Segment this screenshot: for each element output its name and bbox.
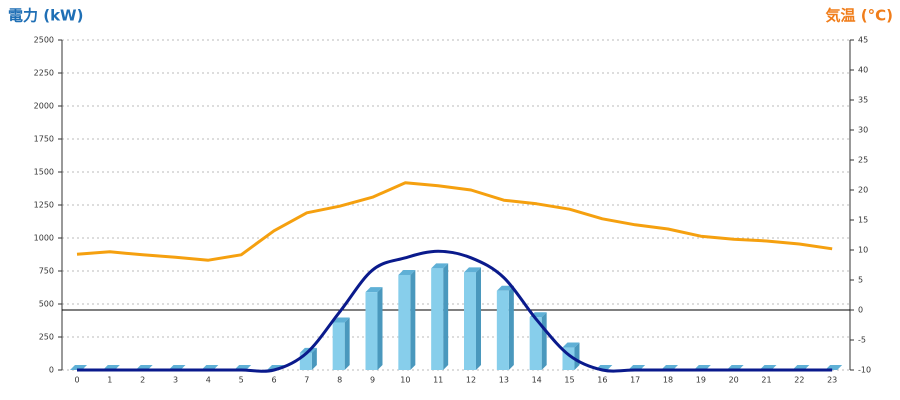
x-tick-label: 1: [107, 376, 112, 385]
y2-tick-label: 15: [858, 216, 868, 225]
bar-top: [431, 263, 449, 269]
bar-side: [541, 312, 547, 370]
y2-tick-label: -10: [858, 366, 871, 375]
bar: [365, 292, 378, 370]
y-tick-label: 2250: [34, 69, 54, 78]
bar-top: [464, 267, 481, 273]
bar-side: [574, 342, 580, 370]
y2-tick-label: 30: [858, 126, 868, 135]
x-tick-label: 18: [663, 376, 673, 385]
bar-top: [562, 342, 580, 348]
x-tick-label: 2: [140, 376, 145, 385]
bar-side: [443, 263, 449, 370]
y2-tick-label: 25: [858, 156, 868, 165]
x-tick-label: 10: [400, 376, 410, 385]
bar-side: [377, 287, 383, 370]
y-tick-label: 500: [39, 300, 54, 309]
y-tick-label: 2000: [34, 102, 54, 111]
y-tick-label: 1500: [34, 168, 54, 177]
y2-tick-label: 10: [858, 246, 868, 255]
x-tick-label: 8: [337, 376, 342, 385]
line: [76, 181, 833, 262]
y-tick-label: 250: [39, 333, 54, 342]
bar: [464, 272, 476, 370]
y-tick-label: 1250: [34, 201, 54, 210]
bar-top: [496, 285, 514, 291]
y-tick-label: 2500: [34, 36, 54, 45]
bar-side: [344, 317, 350, 370]
y2-tick-label: 35: [858, 96, 868, 105]
x-tick-label: 5: [239, 376, 244, 385]
y2-tick-label: -5: [858, 336, 866, 345]
bar: [332, 322, 345, 370]
x-tick-label: 21: [761, 376, 771, 385]
x-tick-label: 9: [370, 376, 375, 385]
y2-tick-label: 20: [858, 186, 868, 195]
y2-axis-title: 気温 (°C): [826, 7, 893, 25]
bar-top: [332, 317, 350, 323]
y-tick-label: 750: [39, 267, 54, 276]
x-tick-label: 14: [532, 376, 542, 385]
bar-top: [365, 287, 383, 293]
x-tick-label: 12: [466, 376, 476, 385]
bar-side: [410, 269, 416, 370]
x-tick-label: 6: [271, 376, 276, 385]
y-tick-label: 0: [49, 366, 54, 375]
x-tick-label: 7: [304, 376, 309, 385]
bar-side: [311, 347, 317, 370]
x-tick-label: 3: [173, 376, 178, 385]
bar-top: [398, 269, 416, 275]
y2-tick-label: 0: [858, 306, 863, 315]
x-tick-label: 19: [696, 376, 706, 385]
x-tick-label: 15: [564, 376, 574, 385]
bar: [529, 317, 542, 370]
y-axis-title: 電力 (kW): [8, 7, 83, 25]
line: [76, 249, 833, 373]
y2-tick-label: 40: [858, 66, 868, 75]
x-tick-label: 16: [597, 376, 607, 385]
x-tick-label: 4: [206, 376, 211, 385]
bar: [431, 268, 444, 370]
bar: [496, 290, 509, 370]
y2-tick-label: 5: [858, 276, 863, 285]
x-tick-label: 11: [433, 376, 443, 385]
x-tick-label: 22: [794, 376, 804, 385]
x-tick-label: 20: [729, 376, 739, 385]
y-tick-label: 1750: [34, 135, 54, 144]
x-tick-label: 23: [827, 376, 837, 385]
y-tick-label: 1000: [34, 234, 54, 243]
x-tick-label: 0: [74, 376, 79, 385]
y2-tick-label: 45: [858, 36, 868, 45]
x-tick-label: 13: [499, 376, 509, 385]
x-tick-label: 17: [630, 376, 640, 385]
bar: [398, 274, 411, 370]
bar-side: [476, 267, 481, 370]
bar-side: [508, 285, 514, 370]
